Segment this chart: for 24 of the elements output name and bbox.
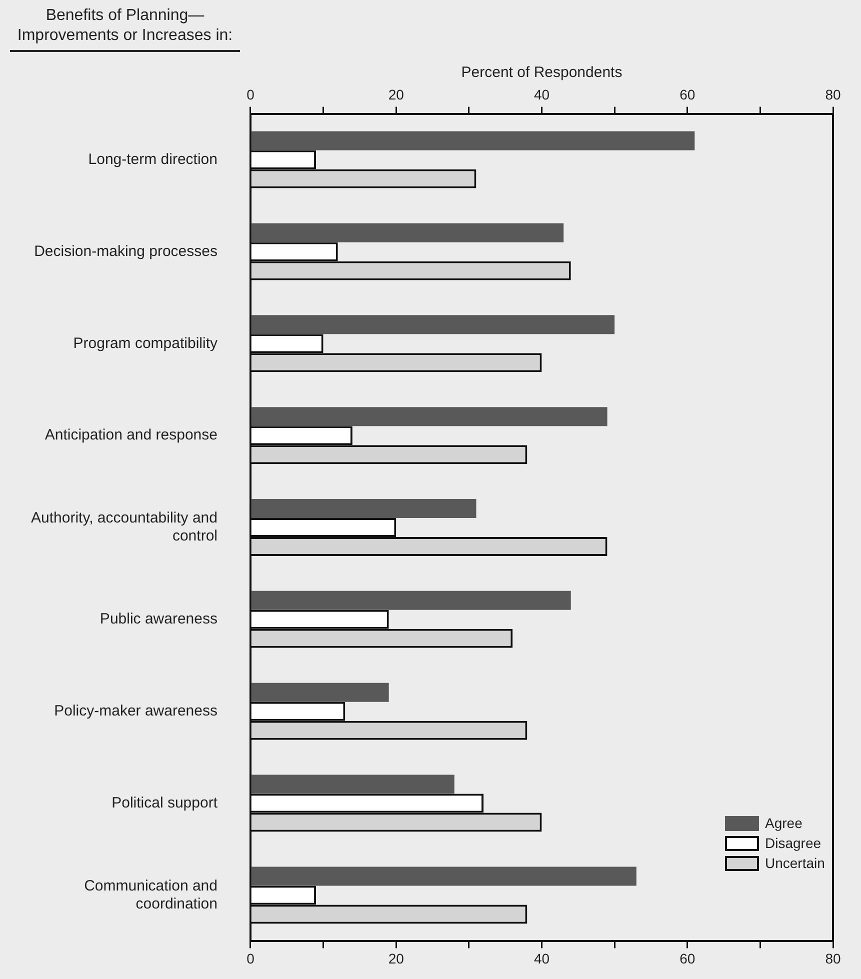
- x-tick-label: 40: [534, 950, 550, 966]
- y-tick-label: Anticipation and response: [44, 426, 218, 444]
- x-tick-label: 0: [246, 950, 255, 966]
- x-tick-label: 60: [680, 950, 696, 966]
- y-tick-label: Authority, accountability and control: [30, 510, 218, 545]
- legend-label: Uncertain: [765, 855, 825, 872]
- x2-tick-label: 0: [246, 86, 255, 102]
- x2-axis-title: Percent of Respondents: [461, 64, 622, 82]
- x2-tick-label: 80: [825, 86, 841, 102]
- y-tick-label: Political support: [112, 794, 218, 812]
- y-tick-label: Long-term direction: [88, 150, 218, 168]
- y-tick-label: Communication and coordination: [84, 877, 218, 912]
- y-tick-label: Program compatibility: [73, 334, 218, 352]
- x2-tick-label: 60: [680, 86, 696, 102]
- legend-label: Agree: [765, 815, 802, 832]
- y-tick-label: Public awareness: [100, 610, 218, 628]
- y-axis-title: Benefits of Planning—Improvements or Increases in:: [10, 6, 240, 52]
- x-tick-label: 20: [388, 950, 404, 966]
- x2-tick-label: 20: [388, 86, 404, 102]
- legend-label: Disagree: [765, 835, 822, 852]
- y-tick-label: Decision-making processes: [34, 242, 218, 260]
- x-tick-label: 80: [825, 950, 841, 966]
- x2-tick-label: 40: [534, 86, 550, 102]
- y-tick-label: Policy-maker awareness: [54, 702, 218, 720]
